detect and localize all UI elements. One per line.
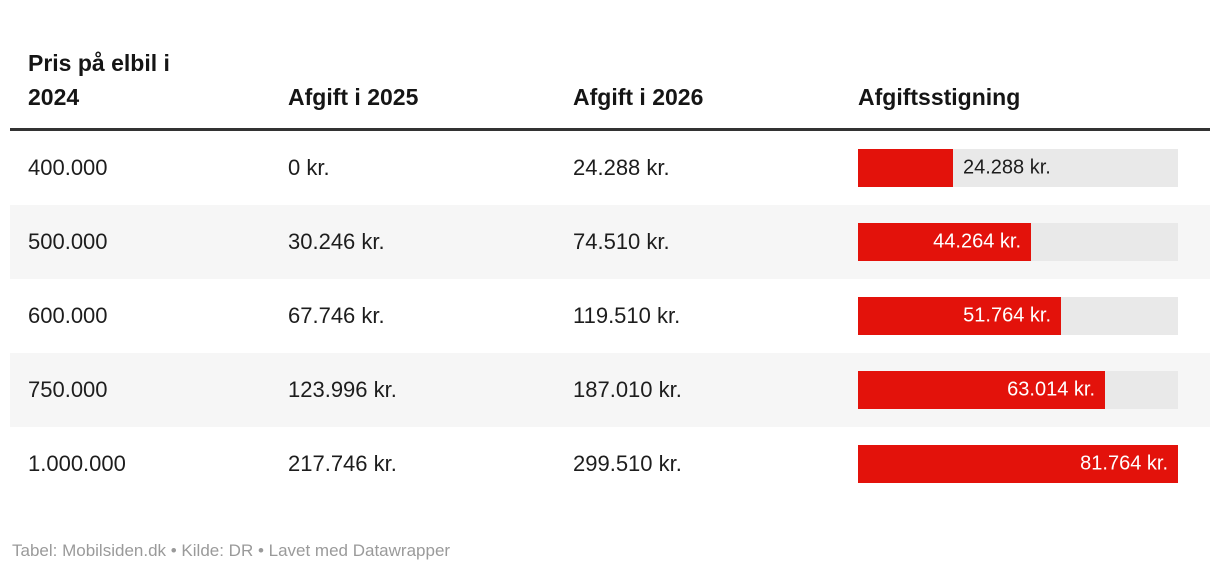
table-header-row: Pris på elbil i 2024 Afgift i 2025 Afgif… xyxy=(10,0,1210,128)
bar-track: 81.764 kr. xyxy=(858,445,1178,483)
cell-tax-2026: 74.510 kr. xyxy=(573,229,670,254)
cell-tax-2026: 187.010 kr. xyxy=(573,377,682,402)
increase-bar xyxy=(858,223,1031,261)
bar-track: 44.264 kr. xyxy=(858,223,1178,261)
table-row: 400.000 0 kr. 24.288 kr. 24.288 kr. xyxy=(10,131,1210,205)
cell-price: 1.000.000 xyxy=(28,451,126,476)
cell-tax-2025: 217.746 kr. xyxy=(288,451,397,476)
cell-tax-2026: 119.510 kr. xyxy=(573,303,681,328)
column-header-increase: Afgiftsstigning xyxy=(858,84,1021,110)
bar-value-label: 44.264 kr. xyxy=(933,230,1021,253)
increase-bar xyxy=(858,149,953,187)
cell-increase: 63.014 kr. xyxy=(840,371,1210,409)
column-header-tax-2026: Afgift i 2026 xyxy=(573,84,704,110)
column-header-price-label: Pris på elbil i 2024 xyxy=(28,50,170,110)
cell-increase: 51.764 kr. xyxy=(840,297,1210,335)
bar-track: 63.014 kr. xyxy=(858,371,1178,409)
cell-price: 750.000 xyxy=(28,377,108,402)
increase-bar xyxy=(858,297,1061,335)
increase-bar xyxy=(858,445,1178,483)
table-body: 400.000 0 kr. 24.288 kr. 24.288 kr. 500.… xyxy=(10,131,1210,501)
cell-price: 500.000 xyxy=(28,229,108,254)
bar-value-label: 24.288 kr. xyxy=(963,156,1051,179)
attribution-footer: Tabel: Mobilsiden.dk • Kilde: DR • Lavet… xyxy=(12,541,451,560)
bar-value-label: 63.014 kr. xyxy=(1007,378,1095,401)
table-row: 500.000 30.246 kr. 74.510 kr. 44.264 kr. xyxy=(10,205,1210,279)
cell-price: 600.000 xyxy=(28,303,108,328)
cell-tax-2026: 24.288 kr. xyxy=(573,155,670,180)
cell-tax-2025: 123.996 kr. xyxy=(288,377,397,402)
bar-track: 51.764 kr. xyxy=(858,297,1178,335)
table-row: 600.000 67.746 kr. 119.510 kr. 51.764 kr… xyxy=(10,279,1210,353)
column-header-price: Pris på elbil i 2024 xyxy=(10,46,270,128)
column-header-tax-2025: Afgift i 2025 xyxy=(288,84,419,110)
bar-value-label: 81.764 kr. xyxy=(1080,452,1168,475)
cell-tax-2025: 67.746 kr. xyxy=(288,303,385,328)
cell-increase: 81.764 kr. xyxy=(840,445,1210,483)
datawrapper-table: Pris på elbil i 2024 Afgift i 2025 Afgif… xyxy=(10,0,1210,560)
bar-value-label: 51.764 kr. xyxy=(963,304,1051,327)
cell-tax-2026: 299.510 kr. xyxy=(573,451,682,476)
cell-increase: 24.288 kr. xyxy=(840,149,1210,187)
increase-bar xyxy=(858,371,1105,409)
cell-increase: 44.264 kr. xyxy=(840,223,1210,261)
header-divider xyxy=(10,128,1210,131)
cell-tax-2025: 30.246 kr. xyxy=(288,229,385,254)
table-row: 750.000 123.996 kr. 187.010 kr. 63.014 k… xyxy=(10,353,1210,427)
bar-track: 24.288 kr. xyxy=(858,149,1178,187)
cell-tax-2025: 0 kr. xyxy=(288,155,330,180)
table-row: 1.000.000 217.746 kr. 299.510 kr. 81.764… xyxy=(10,427,1210,501)
cell-price: 400.000 xyxy=(28,155,108,180)
